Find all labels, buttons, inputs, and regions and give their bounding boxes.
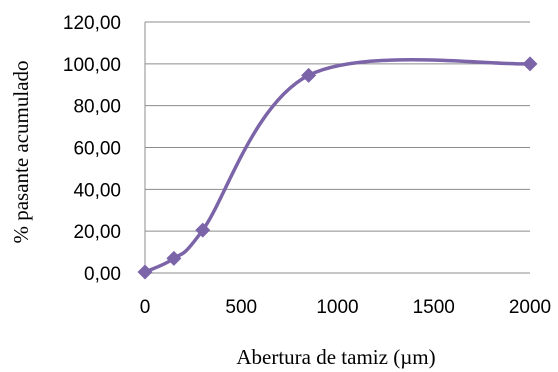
- x-tick-label: 0: [140, 297, 151, 318]
- x-tick-labels: 0 500 1000 1500 2000: [140, 297, 551, 318]
- y-tick-label: 80,00: [73, 97, 121, 118]
- data-point-marker: [522, 56, 538, 72]
- series-line: [143, 58, 532, 274]
- x-tick-label: 500: [225, 297, 257, 318]
- data-point-marker: [166, 250, 182, 266]
- x-tick-label: 1000: [316, 297, 358, 318]
- data-point-marker: [137, 264, 153, 280]
- y-tick-label: 100,00: [63, 55, 121, 76]
- y-axis-title: % pasante acumulado: [9, 60, 33, 243]
- gridlines: [145, 21, 530, 232]
- data-point-marker: [195, 222, 211, 238]
- data-point-marker: [301, 67, 317, 83]
- y-tick-label: 0,00: [84, 264, 121, 285]
- axes: [144, 22, 530, 274]
- x-tick-label: 2000: [509, 297, 551, 318]
- y-tick-labels: 0,00 20,00 40,00 60,00 80,00 100,00 120,00: [63, 13, 121, 285]
- y-tick-label: 60,00: [73, 139, 121, 160]
- series: [137, 56, 538, 280]
- y-tick-label: 40,00: [73, 180, 121, 201]
- y-tick-label: 120,00: [63, 13, 121, 34]
- y-tick-label: 20,00: [73, 222, 121, 243]
- x-axis-title: Abertura de tamiz (µm): [236, 345, 435, 369]
- x-tick-label: 1500: [413, 297, 455, 318]
